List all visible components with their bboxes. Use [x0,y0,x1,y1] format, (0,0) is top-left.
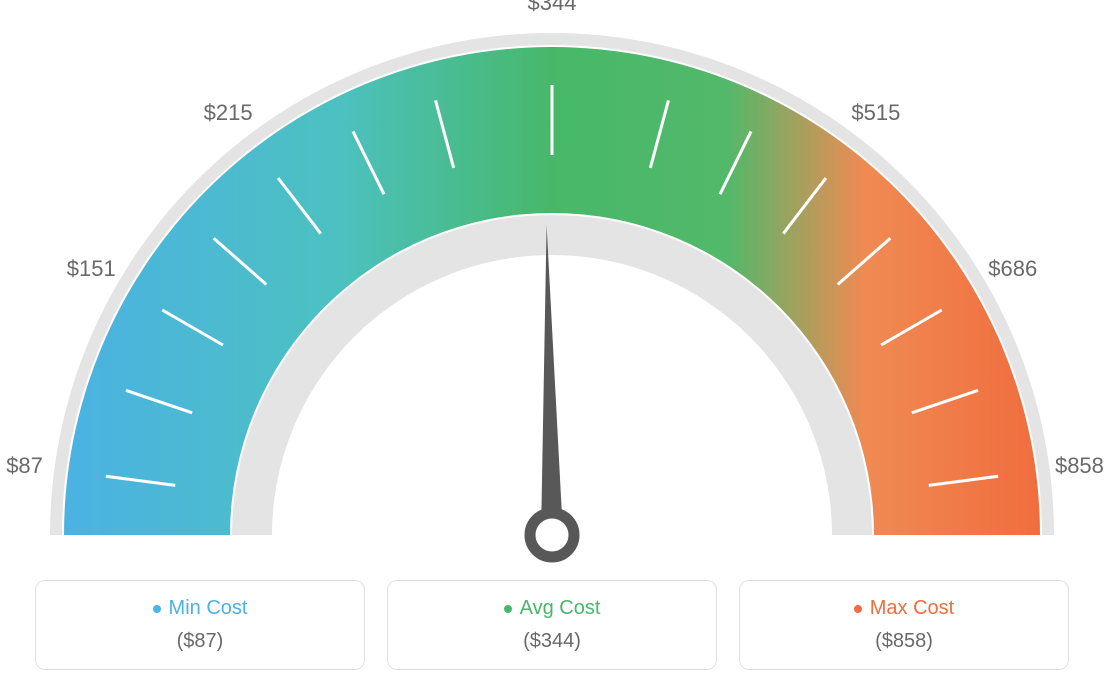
tick-label: $515 [851,100,900,126]
legend-title-avg: Avg Cost [504,597,601,620]
legend-value-min: ($87) [56,630,344,653]
gauge-chart: $87$151$215$344$515$686$858 [22,10,1082,570]
gauge-needle [541,225,563,535]
tick-label: $87 [6,453,43,479]
gauge-svg [22,10,1082,570]
legend-value-avg: ($344) [408,630,696,653]
legend-value-max: ($858) [760,630,1048,653]
tick-label: $215 [204,100,253,126]
legend-card-max: Max Cost ($858) [739,580,1069,670]
legend-card-min: Min Cost ($87) [35,580,365,670]
tick-label: $151 [67,256,116,282]
tick-label: $858 [1055,453,1104,479]
tick-label: $686 [988,256,1037,282]
tick-label: $344 [528,0,577,16]
legend-card-avg: Avg Cost ($344) [387,580,717,670]
legend-title-min: Min Cost [153,597,248,620]
legend-title-max: Max Cost [854,597,954,620]
gauge-needle-hub [530,513,574,557]
legend-row: Min Cost ($87) Avg Cost ($344) Max Cost ($858… [0,580,1104,670]
